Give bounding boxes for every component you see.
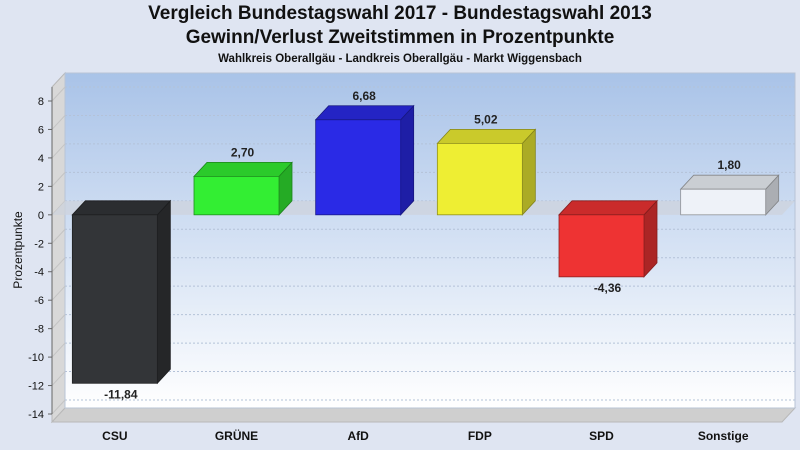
grid-line-side (51, 399, 66, 415)
y-tick-label: -2 (34, 238, 44, 250)
y-tick-label: -6 (34, 295, 44, 307)
grid-line-side (51, 228, 66, 244)
grid-line-side (51, 342, 66, 358)
y-tick-label: -8 (34, 324, 44, 336)
bar-front (71, 214, 158, 384)
grid-line-side (51, 257, 66, 273)
grid-line-side (51, 86, 66, 102)
x-tick-label: FDP (468, 429, 492, 443)
bar-top (679, 174, 780, 190)
data-label: 6,68 (352, 89, 376, 103)
bar-spd: -4,36 (558, 199, 658, 295)
y-tick-label: -4 (34, 267, 44, 279)
chart-title: Vergleich Bundestagswahl 2017 - Bundesta… (148, 3, 652, 24)
grid-line-side (51, 371, 66, 386)
y-tick-label: -14 (28, 409, 44, 421)
bar-top (71, 200, 172, 216)
grid-line-side (51, 285, 66, 301)
x-tick-label: GRÜNE (215, 428, 258, 443)
y-axis: 8 6 4 2 0 -2 -4 -6 -8 -10 -12 -14 (28, 87, 53, 421)
grid-line-side (51, 172, 66, 187)
data-label: 5,02 (474, 112, 498, 126)
data-label: 1,80 (717, 158, 741, 172)
y-tick-label: -10 (28, 352, 44, 364)
bar-side (156, 199, 171, 385)
data-label: -4,36 (594, 281, 622, 295)
bar-top (314, 105, 415, 121)
x-tick-label: AfD (348, 429, 370, 443)
bar-front (315, 119, 402, 216)
bar-fdp: 5,02 (436, 112, 537, 216)
bar-front (558, 214, 645, 278)
bar-sonstige: 1,80 (679, 158, 780, 216)
bar-side (521, 128, 536, 216)
bar-front (193, 176, 280, 216)
plot-side-wall (51, 71, 66, 424)
data-label: 2,70 (231, 145, 255, 159)
y-tick-label: 8 (38, 96, 44, 108)
y-axis-label: Prozentpunkte (11, 211, 25, 289)
y-tick-label: 0 (38, 210, 44, 222)
chart-subtitle: Gewinn/Verlust Zweitstimmen in Prozentpu… (185, 27, 615, 48)
y-axis-label-box: Prozentpunkte (11, 211, 25, 289)
y-tick-label: 6 (38, 124, 44, 136)
x-axis-labels: CSU GRÜNE AfD FDP SPD Sonstige (102, 428, 749, 443)
data-label: -11,84 (104, 387, 138, 401)
bar-gr-ne: 2,70 (193, 145, 293, 216)
y-tick-label: 4 (38, 153, 44, 165)
grid-line-side (51, 143, 66, 159)
bar-top (193, 162, 293, 177)
y-tick-label: -12 (28, 381, 44, 393)
bar-front (436, 142, 523, 216)
x-tick-label: SPD (589, 429, 614, 443)
bar-afd: 6,68 (314, 89, 415, 216)
chart-caption: Wahlkreis Oberallgäu - Landkreis Oberall… (218, 53, 582, 65)
bars: -11,84 2,70 6,68 5,02 -4,36 1,80 (71, 89, 780, 401)
bar-csu: -11,84 (71, 199, 172, 401)
bar-side (400, 104, 415, 216)
grid-line-side (51, 314, 66, 329)
y-tick-label: 2 (38, 181, 44, 193)
bar-top (436, 128, 537, 144)
grid-line-side (51, 115, 66, 130)
plot-floor (50, 407, 797, 423)
x-tick-label: CSU (102, 429, 127, 443)
bar-front (680, 188, 767, 216)
plot-background (64, 72, 796, 409)
bar-top (558, 200, 658, 216)
x-tick-label: Sonstige (698, 429, 749, 443)
